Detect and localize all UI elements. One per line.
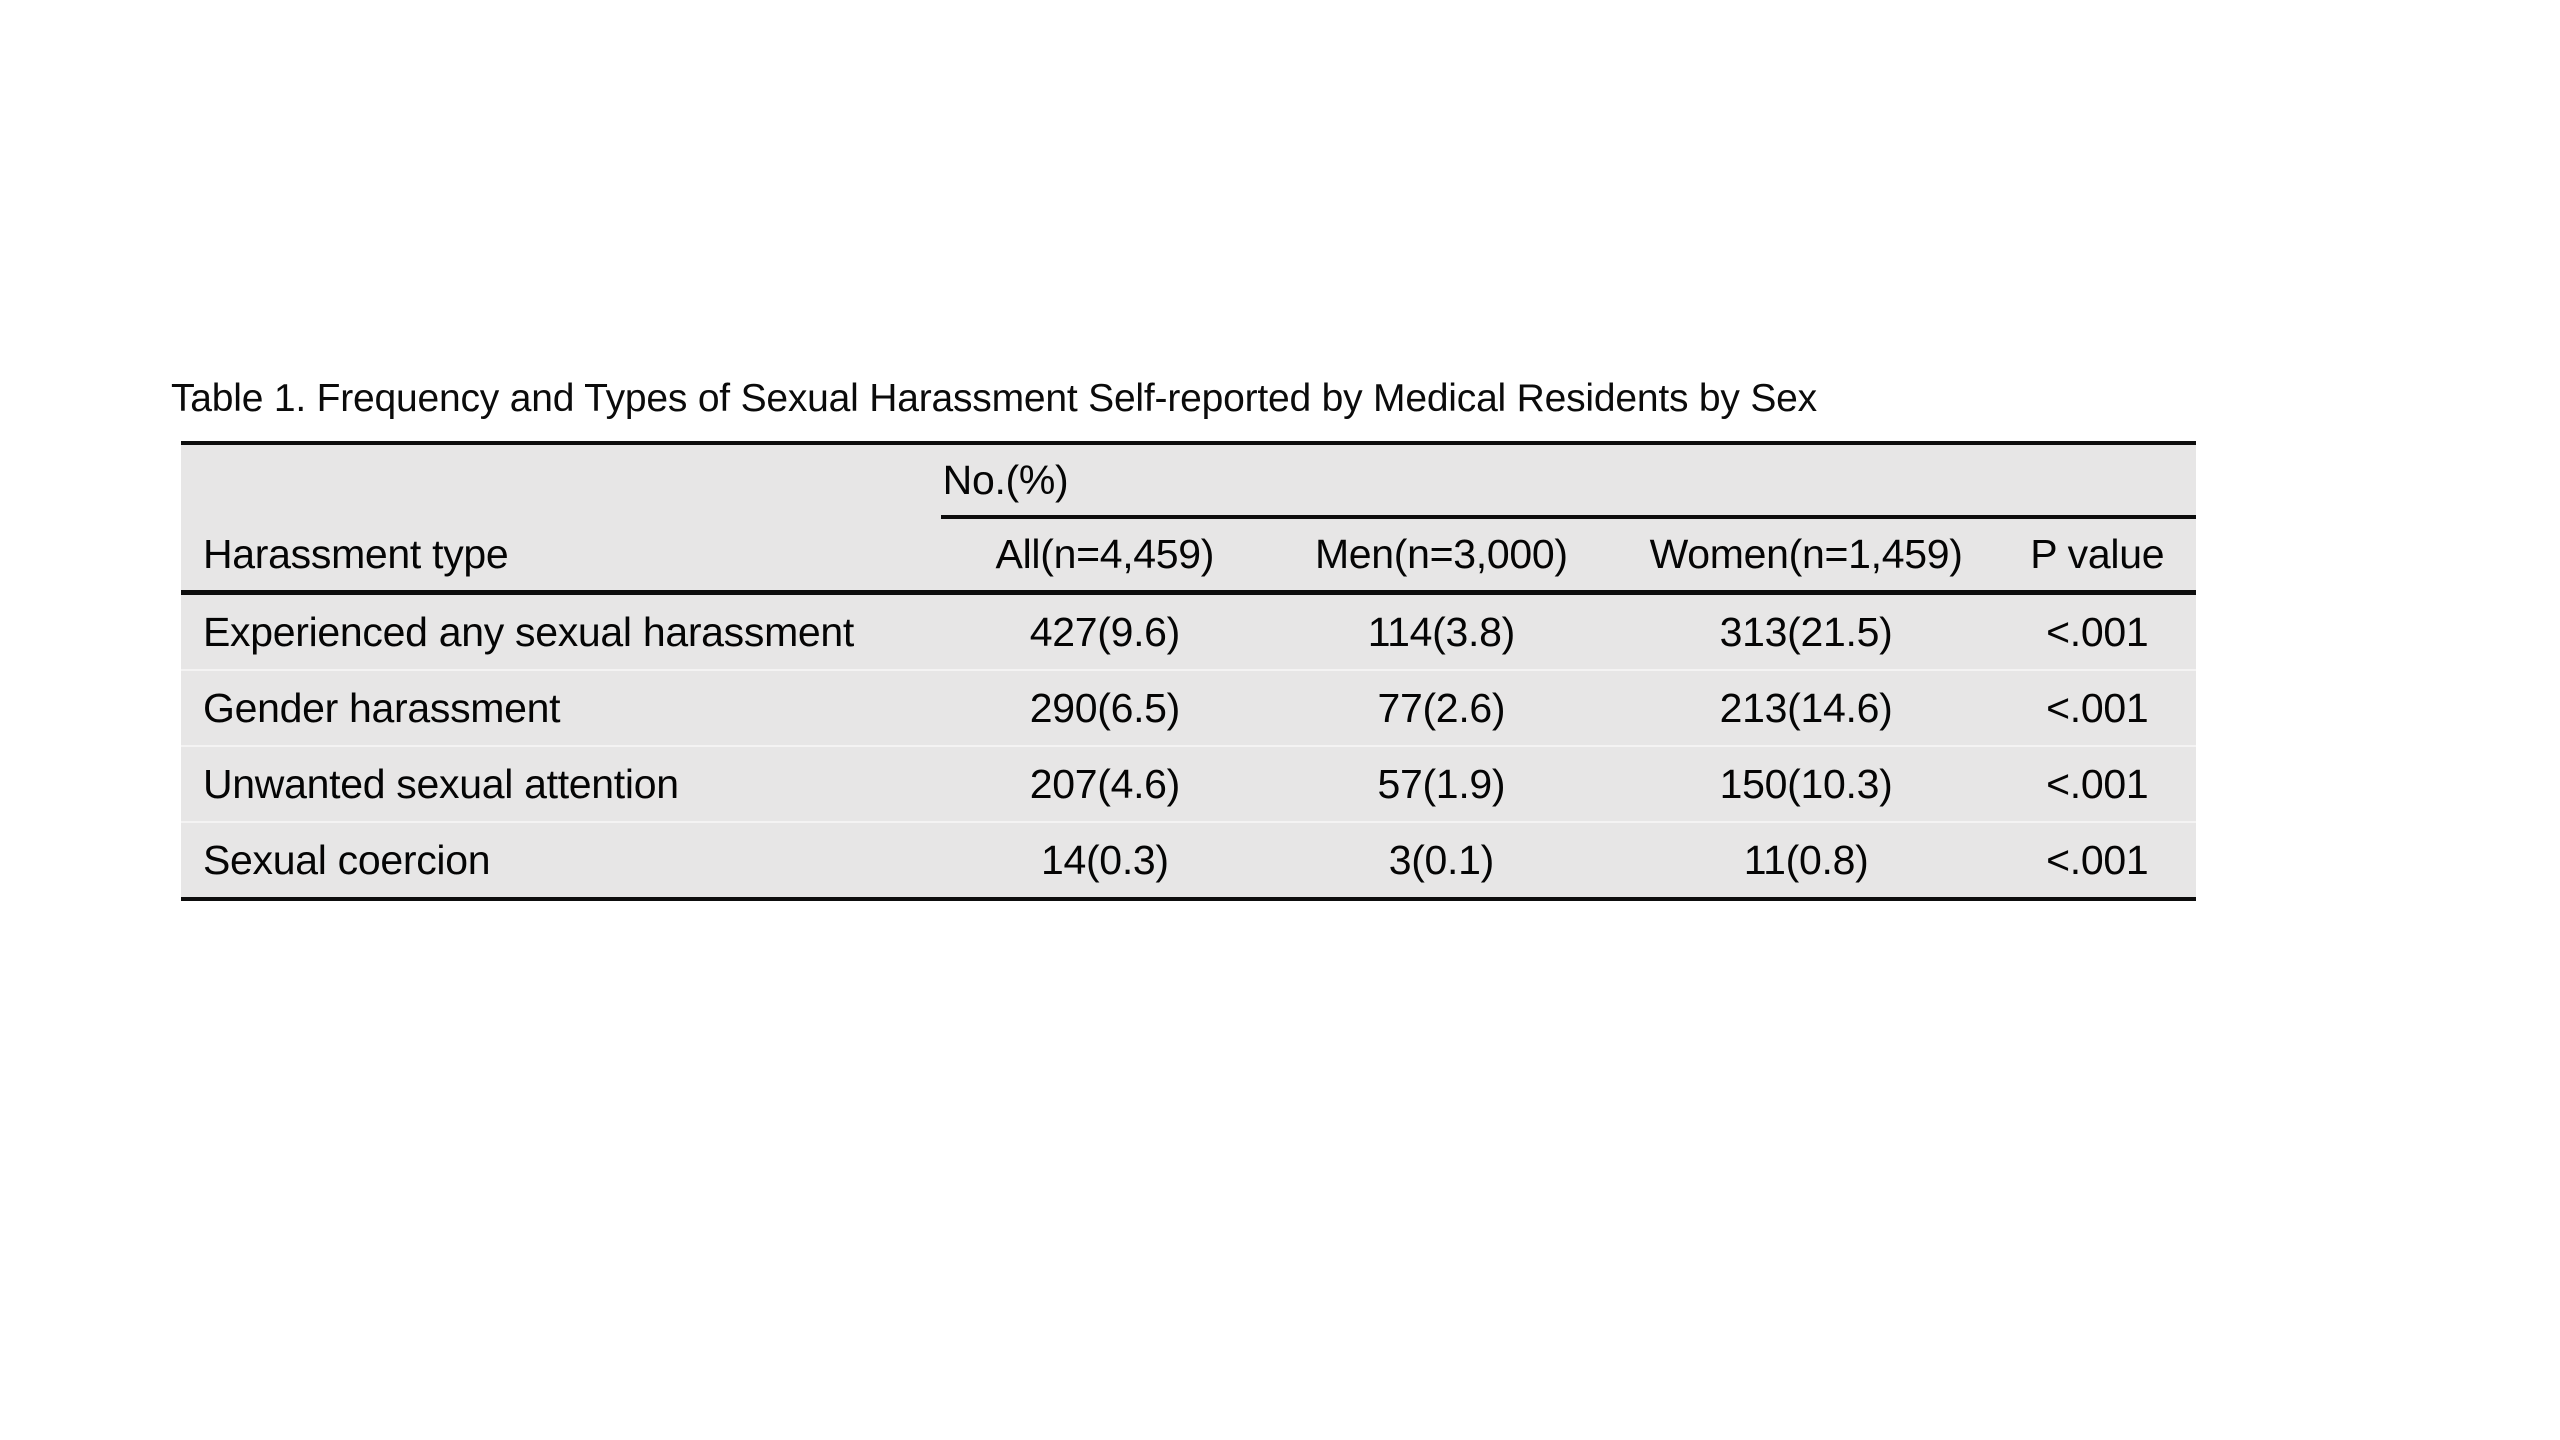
cell-harassment-type: Experienced any sexual harassment bbox=[203, 608, 855, 655]
header-men: Men(n=3,000) bbox=[1314, 531, 1568, 577]
cell-men: 3(0.1) bbox=[1388, 836, 1495, 883]
cell-p-value: <.001 bbox=[2046, 608, 2149, 655]
header-p-value: P value bbox=[2030, 531, 2165, 577]
cell-women: 313(21.5) bbox=[1719, 608, 1893, 655]
table-title: Table 1. Frequency and Types of Sexual H… bbox=[171, 377, 1817, 420]
cell-harassment-type: Unwanted sexual attention bbox=[203, 760, 679, 807]
cell-women: 150(10.3) bbox=[1719, 760, 1893, 807]
frequency-table: No.(%) Harassment type All(n=4,459) Men(… bbox=[181, 441, 2196, 901]
header-all: All(n=4,459) bbox=[995, 531, 1215, 577]
cell-all: 14(0.3) bbox=[1040, 836, 1169, 883]
cell-men: 77(2.6) bbox=[1377, 684, 1506, 731]
table-row: Experienced any sexual harassment 427(9.… bbox=[181, 595, 2196, 669]
cell-p-value: <.001 bbox=[2046, 836, 2149, 883]
cell-women: 213(14.6) bbox=[1719, 684, 1893, 731]
cell-harassment-type: Sexual coercion bbox=[203, 836, 491, 883]
table-row: Unwanted sexual attention 207(4.6) 57(1.… bbox=[181, 745, 2196, 821]
cell-harassment-type: Gender harassment bbox=[203, 684, 561, 731]
group-header-spacer bbox=[181, 445, 941, 519]
table-group-header-row: No.(%) bbox=[181, 445, 2196, 519]
cell-all: 207(4.6) bbox=[1029, 760, 1181, 807]
cell-p-value: <.001 bbox=[2046, 684, 2149, 731]
cell-p-value: <.001 bbox=[2046, 760, 2149, 807]
group-header-cell: No.(%) bbox=[940, 445, 2196, 519]
table-row: Sexual coercion 14(0.3) 3(0.1) 11(0.8) <… bbox=[181, 821, 2196, 897]
cell-all: 290(6.5) bbox=[1029, 684, 1181, 731]
cell-all: 427(9.6) bbox=[1029, 608, 1181, 655]
header-harassment-type: Harassment type bbox=[203, 531, 509, 577]
cell-men: 114(3.8) bbox=[1367, 608, 1516, 655]
cell-women: 11(0.8) bbox=[1743, 836, 1869, 883]
cell-men: 57(1.9) bbox=[1377, 760, 1506, 807]
table-header-row: Harassment type All(n=4,459) Men(n=3,000… bbox=[181, 519, 2196, 595]
header-women: Women(n=1,459) bbox=[1649, 531, 1963, 577]
group-header-label: No.(%) bbox=[942, 456, 1069, 503]
table-row: Gender harassment 290(6.5) 77(2.6) 213(1… bbox=[181, 669, 2196, 745]
